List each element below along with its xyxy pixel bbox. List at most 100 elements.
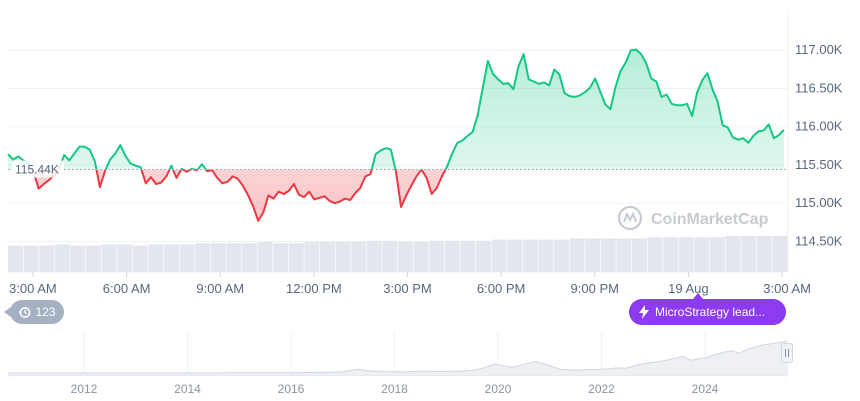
volume-bar [476,240,491,272]
navigator-area [8,341,788,375]
volume-bar [741,236,757,272]
x-tick-label: 3:00 AM [9,281,57,296]
navigator-tick-label: 2018 [381,382,408,396]
range-navigator[interactable]: 2012 2014 2016 2018 2020 2022 2024 [8,332,789,396]
watermark-logo-mark [623,211,637,223]
volume-bar [507,239,523,272]
volume-bar [273,243,289,272]
volume-bar [101,244,117,272]
volume-bar [288,243,304,272]
volume-bars [8,236,788,272]
price-line-up [7,48,785,170]
x-tick-label: 9:00 PM [571,281,619,296]
navigator-drag-handle[interactable] [781,343,793,363]
news-event-badge[interactable]: MicroStrategy lead... [629,293,786,325]
volume-bar [616,238,632,272]
baseline-label-bg [12,160,64,178]
price-line [7,48,785,222]
price-line-down [30,169,447,222]
volume-bar [70,245,86,272]
volume-bar [320,242,335,272]
volume-bar [678,237,694,272]
volume-bar [117,244,133,272]
volume-bar [398,242,413,272]
x-axis: 3:00 AM 6:00 AM 9:00 AM 12:00 PM 3:00 PM 6:00… [9,272,811,296]
event-counter-badge[interactable]: 123 [4,300,64,324]
event-counter-value: 123 [35,305,56,319]
volume-bar [710,237,725,272]
volume-bar [351,242,367,272]
volume-bar [54,244,70,272]
volume-bar [554,239,569,272]
x-tick-label: 9:00 AM [196,281,244,296]
y-tick-label: 115.50K [795,157,843,172]
y-tick-label: 117.00K [795,42,843,57]
volume-bar [257,242,273,272]
grid-lines [8,10,789,273]
volume-bar [444,240,460,272]
volume-bar [8,245,23,272]
x-tick-label: 12:00 PM [286,281,342,296]
x-tick-label: 3:00 AM [763,281,811,296]
volume-bar [772,236,788,272]
volume-bar [522,239,538,272]
lightning-icon [639,305,649,319]
volume-bar [132,245,148,272]
y-tick-label: 116.00K [795,119,843,134]
x-tick-label: 6:00 PM [477,281,525,296]
volume-bar [694,237,710,272]
y-axis: 117.00K 116.50K 116.00K 115.50K 115.00K 114.5… [795,42,843,248]
y-tick-label: 115.00K [795,195,843,210]
y-tick-label: 114.50K [795,233,843,248]
volume-bar [413,242,429,272]
volume-bar [663,237,679,272]
navigator-tick-label: 2020 [485,382,512,396]
watermark-logo: CoinMarketCap [617,205,769,231]
volume-bar [23,245,39,272]
baseline: 115.44K [8,160,788,178]
volume-bar [226,243,242,272]
volume-bar [491,239,507,272]
y-tick-label: 116.50K [795,80,843,95]
volume-bar [86,245,101,272]
coinmarketcap-logo-icon [617,205,643,231]
navigator-tick-label: 2014 [174,382,201,396]
volume-bar [195,243,211,272]
volume-bar [335,242,351,272]
navigator-line [8,340,789,374]
volume-bar [600,238,616,272]
volume-bar [148,244,164,272]
area-fill-below [32,169,446,221]
volume-bar [179,244,195,272]
volume-bar [725,236,741,272]
volume-bar [647,237,663,272]
navigator-tick-label: 2016 [278,382,305,396]
volume-bar [164,244,179,272]
volume-bar [366,240,382,272]
news-event-text: MicroStrategy lead... [655,305,766,319]
volume-bar [429,240,445,272]
volume-bar [632,238,647,272]
navigator-tick-label: 2022 [588,382,615,396]
volume-bar [756,236,772,272]
volume-bar [460,240,476,272]
baseline-label: 115.44K [15,163,59,177]
price-area [8,49,784,221]
history-icon [19,306,31,318]
volume-bar [39,245,55,272]
navigator-tick-label: 2012 [71,382,98,396]
volume-bar [585,238,601,272]
navigator-tick-label: 2024 [692,382,719,396]
area-fill-above [8,49,784,170]
x-tick-label: 6:00 AM [103,281,151,296]
x-tick-label: 19 Aug [668,281,709,296]
volume-bar [242,243,257,272]
x-tick-label: 3:00 PM [383,281,431,296]
volume-bar [569,238,585,272]
volume-bar [210,243,226,272]
volume-bar [538,239,554,272]
volume-bar [304,242,320,272]
watermark-text: CoinMarketCap [651,211,769,228]
volume-bar [382,240,398,272]
